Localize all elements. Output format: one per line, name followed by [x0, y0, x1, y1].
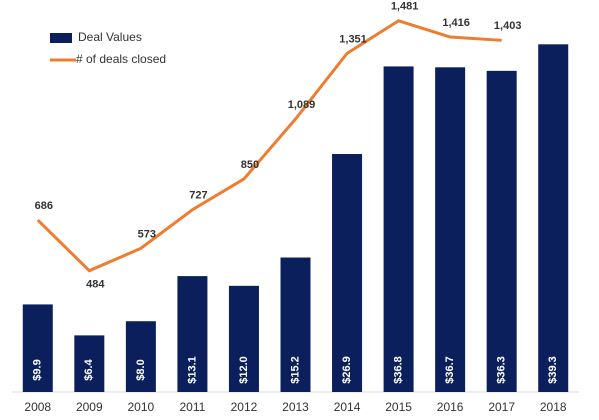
line-value-label: 850 — [241, 159, 259, 171]
bar-value-label: $12.0 — [238, 356, 250, 384]
bar — [538, 44, 569, 393]
bar-value-label: $26.9 — [341, 356, 353, 384]
x-tick-label: 2012 — [231, 400, 258, 414]
bar — [22, 304, 53, 392]
x-tick-label: 2009 — [76, 400, 103, 414]
line-value-label: 484 — [86, 279, 105, 291]
bar-value-label: $6.4 — [83, 358, 95, 380]
bar — [228, 285, 259, 392]
bar-value-label: $8.0 — [135, 359, 147, 380]
x-tick-label: 2016 — [437, 400, 464, 414]
bar — [177, 276, 208, 392]
line — [36, 19, 502, 273]
legend-swatch — [50, 33, 72, 43]
line-value-label: 1,089 — [288, 99, 316, 111]
bar — [486, 70, 517, 392]
bar — [74, 335, 105, 392]
bar-value-label: $13.1 — [186, 356, 198, 384]
x-tick-label: 2013 — [282, 400, 309, 414]
bar — [125, 321, 156, 392]
bar-value-label: $39.3 — [547, 356, 559, 384]
bar-value-label: $36.7 — [444, 356, 456, 384]
x-tick-label: 2014 — [334, 400, 361, 414]
legend-label: # of deals closed — [76, 52, 166, 66]
line-value-label: 1,351 — [339, 33, 367, 45]
line-value-label: 1,481 — [391, 1, 419, 13]
bar — [280, 257, 311, 392]
bar — [435, 67, 466, 393]
line-value-label: 1,416 — [442, 17, 470, 29]
bar — [383, 66, 414, 393]
x-tick-label: 2017 — [488, 400, 515, 414]
bar — [332, 154, 363, 392]
legend-label: Deal Values — [78, 30, 142, 44]
x-tick-label: 2018 — [540, 400, 567, 414]
line-value-label: 573 — [138, 228, 156, 240]
x-tick-label: 2008 — [24, 400, 51, 414]
x-tick-label: 2015 — [385, 400, 412, 414]
line-value-label: 727 — [189, 190, 207, 202]
bar-value-label: $36.3 — [496, 356, 508, 384]
x-tick-label: 2010 — [128, 400, 155, 414]
line-value-label: 686 — [35, 200, 53, 212]
line-value-label: 1,403 — [494, 20, 522, 32]
bar-value-label: $36.8 — [392, 356, 404, 384]
bar-value-label: $9.9 — [32, 359, 44, 380]
bar-value-label: $15.2 — [289, 356, 301, 384]
x-tick-label: 2011 — [180, 400, 206, 414]
